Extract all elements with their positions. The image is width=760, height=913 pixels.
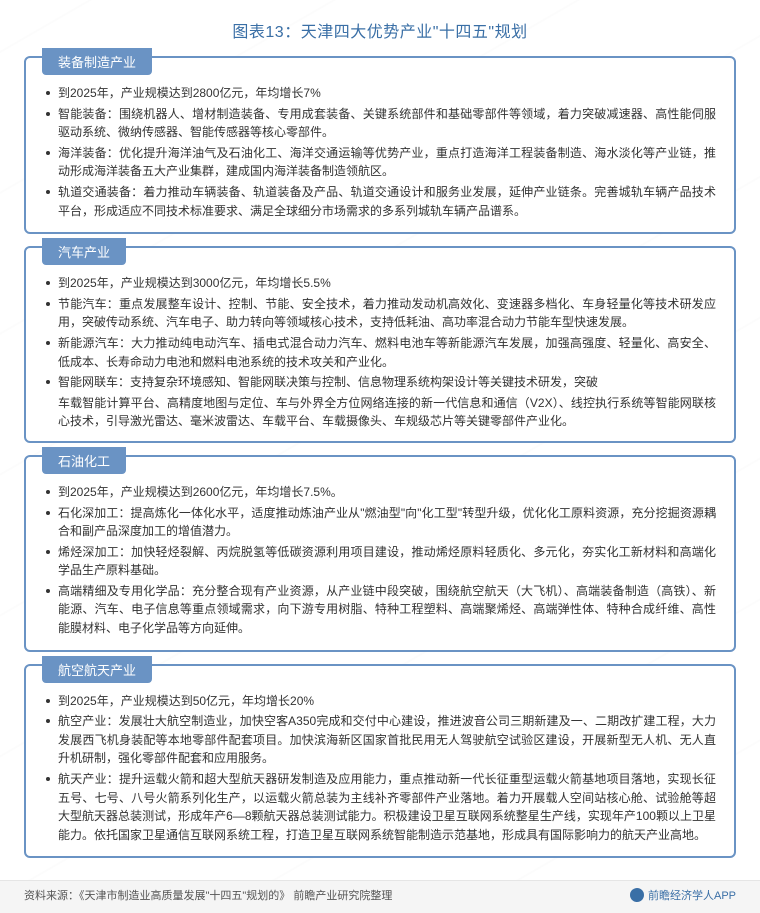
section-equipment-manufacturing: 装备制造产业 到2025年，产业规模达到2800亿元，年均增长7% 智能装备：围…	[24, 56, 736, 234]
list-item: 到2025年，产业规模达到3000亿元，年均增长5.5%	[44, 274, 716, 293]
section-heading: 航空航天产业	[42, 656, 152, 683]
list-item: 航空产业：发展壮大航空制造业，加快空客A350完成和交付中心建设，推进波音公司三…	[44, 712, 716, 768]
list-item: 节能汽车：重点发展整车设计、控制、节能、安全技术，着力推动发动机高效化、变速器多…	[44, 295, 716, 332]
list-item: 到2025年，产业规模达到2600亿元，年均增长7.5%。	[44, 483, 716, 502]
footer: 资料来源：《天津市制造业高质量发展"十四五"规划的》 前瞻产业研究院整理 前瞻经…	[0, 880, 760, 913]
section-heading: 装备制造产业	[42, 48, 152, 75]
list-item: 智能网联车：支持复杂环境感知、智能网联决策与控制、信息物理系统构架设计等关键技术…	[44, 373, 716, 392]
brand-logo-icon	[630, 888, 644, 902]
footer-brand: 前瞻经济学人APP	[630, 887, 736, 903]
chart-title: 图表13：天津四大优势产业"十四五"规划	[24, 18, 736, 42]
section-body: 到2025年，产业规模达到3000亿元，年均增长5.5% 节能汽车：重点发展整车…	[26, 272, 734, 441]
list-item: 到2025年，产业规模达到2800亿元，年均增长7%	[44, 84, 716, 103]
footer-source-text: 资料来源：《天津市制造业高质量发展"十四五"规划的》 前瞻产业研究院整理	[24, 887, 392, 903]
section-body: 到2025年，产业规模达到2600亿元，年均增长7.5%。 石化深加工：提高炼化…	[26, 481, 734, 650]
section-heading: 石油化工	[42, 447, 126, 474]
page-root: 图表13：天津四大优势产业"十四五"规划 装备制造产业 到2025年，产业规模达…	[0, 0, 760, 880]
list-item: 到2025年，产业规模达到50亿元，年均增长20%	[44, 692, 716, 711]
list-item: 烯烃深加工：加快轻烃裂解、丙烷脱氢等低碳资源利用项目建设，推动烯烃原料轻质化、多…	[44, 543, 716, 580]
list-item: 新能源汽车：大力推动纯电动汽车、插电式混合动力汽车、燃料电池车等新能源汽车发展，…	[44, 334, 716, 371]
list-item: 高端精细及专用化学品：充分整合现有产业资源，从产业链中段突破，围绕航空航天（大飞…	[44, 582, 716, 638]
list-item: 智能装备：围绕机器人、增材制造装备、专用成套装备、关键系统部件和基础零部件等领域…	[44, 105, 716, 142]
section-petrochemical: 石油化工 到2025年，产业规模达到2600亿元，年均增长7.5%。 石化深加工…	[24, 455, 736, 652]
bullet-list: 到2025年，产业规模达到2800亿元，年均增长7% 智能装备：围绕机器人、增材…	[44, 84, 716, 220]
list-item: 轨道交通装备：着力推动车辆装备、轨道装备及产品、轨道交通设计和服务业发展，延伸产…	[44, 183, 716, 220]
section-automobile: 汽车产业 到2025年，产业规模达到3000亿元，年均增长5.5% 节能汽车：重…	[24, 246, 736, 443]
bullet-list: 到2025年，产业规模达到2600亿元，年均增长7.5%。 石化深加工：提高炼化…	[44, 483, 716, 638]
section-heading: 汽车产业	[42, 238, 126, 265]
list-item: 航天产业：提升运载火箭和超大型航天器研发制造及应用能力，重点推动新一代长征重型运…	[44, 770, 716, 844]
bullet-list: 到2025年，产业规模达到3000亿元，年均增长5.5% 节能汽车：重点发展整车…	[44, 274, 716, 392]
list-item: 石化深加工：提高炼化一体化水平，适度推动炼油产业从"燃油型"向"化工型"转型升级…	[44, 504, 716, 541]
section-aerospace: 航空航天产业 到2025年，产业规模达到50亿元，年均增长20% 航空产业：发展…	[24, 664, 736, 859]
footer-brand-text: 前瞻经济学人APP	[648, 887, 736, 903]
list-item: 海洋装备：优化提升海洋油气及石油化工、海洋交通运输等优势产业，重点打造海洋工程装…	[44, 144, 716, 181]
section-body: 到2025年，产业规模达到2800亿元，年均增长7% 智能装备：围绕机器人、增材…	[26, 82, 734, 232]
trailing-paragraph: 车载智能计算平台、高精度地图与定位、车与外界全方位网络连接的新一代信息和通信（V…	[44, 394, 716, 431]
bullet-list: 到2025年，产业规模达到50亿元，年均增长20% 航空产业：发展壮大航空制造业…	[44, 692, 716, 845]
section-body: 到2025年，产业规模达到50亿元，年均增长20% 航空产业：发展壮大航空制造业…	[26, 690, 734, 857]
